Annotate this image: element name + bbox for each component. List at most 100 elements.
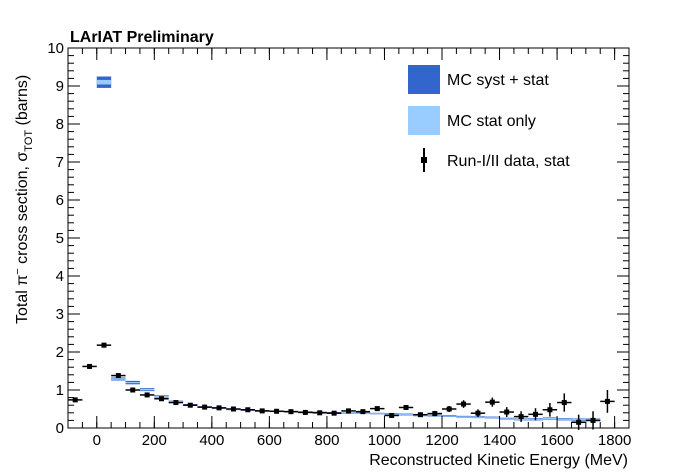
data-point-marker	[173, 400, 179, 406]
mc-stat-band	[456, 416, 471, 418]
data-point-marker	[360, 409, 366, 415]
data-point	[499, 407, 514, 417]
data-point	[125, 387, 140, 393]
y-axis-title-sub: TOT	[23, 130, 35, 152]
y-tick-label: 2	[56, 344, 64, 361]
data-point-marker	[187, 402, 193, 408]
data-point	[211, 405, 227, 411]
data-point-marker	[302, 409, 308, 415]
data-point	[470, 409, 486, 417]
x-tick-label: 1600	[540, 432, 573, 449]
y-tick-label: 6	[56, 192, 64, 209]
y-tick-label: 3	[56, 306, 64, 323]
legend-label-data: Run-I/II data, stat	[447, 153, 570, 170]
data-point	[183, 402, 198, 408]
legend-swatch-stat	[408, 106, 440, 135]
data-point-marker	[159, 396, 164, 402]
y-tick-label: 7	[56, 154, 64, 171]
y-tick-label: 8	[56, 116, 64, 133]
data-point-marker	[230, 406, 236, 412]
data-point	[442, 405, 457, 413]
chart-title: LArIAT Preliminary	[70, 29, 214, 46]
x-tick-label: 800	[314, 432, 339, 449]
data-point-marker	[288, 409, 294, 415]
y-axis-title-mid: cross section, σ	[14, 152, 31, 269]
data-point	[355, 409, 371, 415]
data-point-marker	[604, 398, 610, 404]
data-point	[269, 408, 284, 414]
legend-swatch-syst	[408, 65, 440, 94]
data-point-marker	[245, 407, 251, 413]
data-point-marker	[115, 373, 121, 379]
y-tick-label: 5	[56, 230, 64, 247]
data-point-marker	[489, 399, 495, 405]
data-point-marker	[130, 387, 136, 393]
data-point-marker	[561, 400, 567, 406]
data-point-marker	[518, 414, 524, 420]
data-point	[370, 406, 385, 412]
data-point-marker	[461, 401, 467, 407]
data-point-marker	[274, 408, 280, 414]
y-axis-title-sup: −	[12, 268, 24, 274]
data-point-marker	[87, 363, 93, 369]
x-axis-title: Reconstructed Kinetic Energy (MeV)	[369, 452, 628, 469]
x-tick-label: 400	[199, 432, 224, 449]
data-point-marker	[475, 410, 481, 416]
y-tick-label: 4	[56, 268, 64, 285]
data-point	[168, 400, 184, 406]
data-point	[298, 409, 313, 415]
x-tick-label: 600	[257, 432, 282, 449]
legend-label-syst: MC syst + stat	[447, 72, 549, 89]
data-point	[111, 373, 126, 379]
data-points	[68, 342, 615, 430]
mc-stat-band	[96, 79, 112, 85]
y-tick-label: 9	[56, 78, 64, 95]
mc-stat-band	[125, 382, 140, 384]
mc-stat-band	[139, 388, 155, 391]
data-point	[557, 393, 572, 412]
data-point	[283, 409, 299, 415]
data-point-marker	[144, 392, 150, 398]
data-point-marker	[374, 406, 380, 412]
x-tick-label: 1200	[425, 432, 458, 449]
mc-stat-band	[470, 416, 486, 418]
data-point-marker	[346, 408, 351, 414]
data-point	[312, 410, 327, 416]
data-point	[341, 408, 356, 414]
x-tick-label: 1000	[368, 432, 401, 449]
data-point-marker	[331, 410, 337, 416]
mc-stat-band	[542, 417, 558, 420]
y-axis-title-tail: (barns)	[14, 75, 31, 130]
data-point-marker	[101, 342, 107, 348]
y-tick-label: 10	[47, 40, 64, 57]
y-axis-title: Total π− cross section, σTOT (barns)	[12, 75, 35, 324]
mc-stat-band	[499, 418, 514, 420]
mc-stat-band	[485, 417, 500, 419]
data-point-marker	[576, 419, 582, 425]
data-point-marker	[403, 404, 409, 410]
data-point	[139, 392, 155, 398]
data-point	[513, 411, 529, 422]
data-point	[226, 406, 241, 412]
data-point	[398, 404, 414, 410]
mc-stat-band	[557, 418, 572, 420]
data-point	[571, 414, 586, 430]
data-point	[240, 407, 255, 413]
data-point-marker	[72, 397, 78, 403]
data-point	[413, 412, 428, 418]
data-point	[585, 411, 601, 430]
data-point	[255, 408, 270, 414]
data-point-marker	[417, 412, 423, 418]
data-point	[154, 396, 169, 402]
data-point	[82, 363, 97, 369]
data-point-marker	[432, 411, 438, 417]
data-point	[485, 397, 500, 407]
axes: 0 1 2 3 4 5 6 7 8 9 10 0 200 400 600 800 1000 1200 1400 160…	[47, 40, 631, 449]
data-point-marker	[504, 409, 510, 415]
mc-stat-band	[370, 413, 385, 415]
data-point-marker	[547, 407, 553, 413]
data-point-marker	[216, 405, 222, 411]
data-point-marker	[389, 412, 395, 418]
